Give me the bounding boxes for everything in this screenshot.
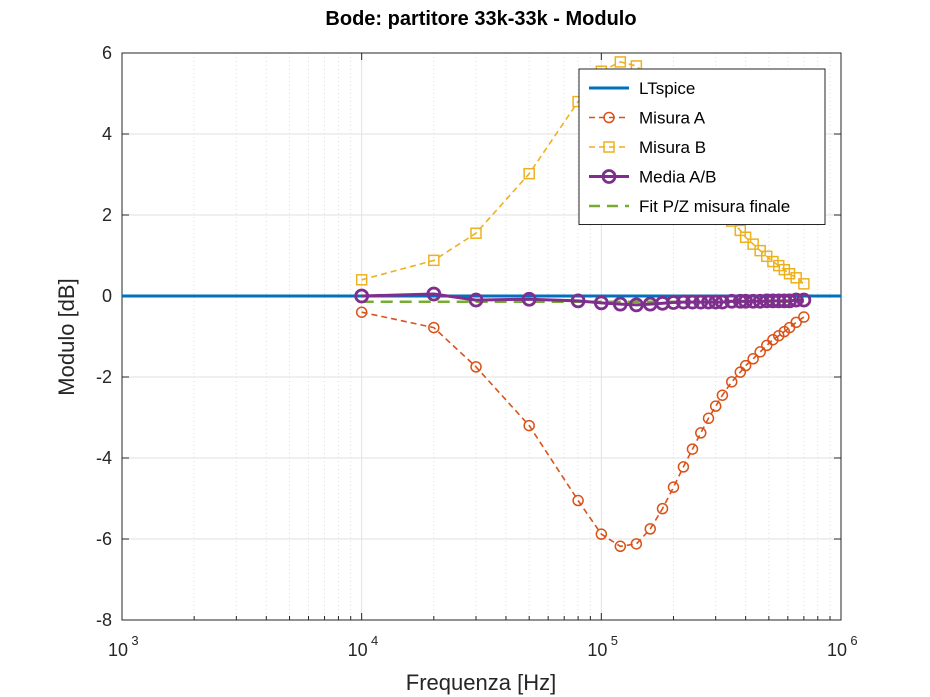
data-point-misura-b (739, 231, 752, 244)
data-point-misura-a (702, 412, 715, 425)
data-point-media-a-b (468, 292, 484, 308)
data-point-media-a-b (676, 294, 691, 310)
data-point-media-a-b (628, 297, 644, 313)
data-point-misura-a (470, 361, 482, 373)
data-point-misura-a (630, 538, 643, 550)
data-point-misura-a (656, 502, 669, 515)
data-point-media-a-b (708, 294, 724, 310)
data-point-misura-a (761, 339, 773, 352)
data-point-media-a-b (354, 288, 370, 304)
data-point-misura-a (695, 427, 707, 439)
series-line-misura-b (361, 61, 805, 285)
y-tick-label: 0 (102, 286, 112, 306)
data-point-misura-a (614, 540, 627, 553)
y-axis-label: Modulo [dB] (54, 278, 79, 395)
data-point-misura-a (739, 359, 752, 372)
legend-label-media-a-b: Media A/B (639, 168, 717, 187)
legend-marker-misura-b (603, 141, 615, 153)
legend-entry-fit-p-z-misura-finale: Fit P/Z misura finale (589, 197, 790, 216)
data-point-media-a-b (685, 294, 700, 310)
y-tick-label: -8 (96, 610, 112, 630)
data-point-media-a-b (788, 292, 804, 308)
data-point-misura-b (523, 167, 535, 180)
legend-label-fit-p-z-misura-finale: Fit P/Z misura finale (639, 197, 790, 216)
y-tick-label: 4 (102, 124, 112, 144)
legend-entry-misura-b: Misura B (589, 138, 706, 157)
legend-entry-misura-a: Misura A (589, 109, 706, 128)
data-point-media-a-b (593, 295, 609, 311)
y-tick-label: 2 (102, 205, 112, 225)
legend-label-misura-b: Misura B (639, 138, 706, 157)
y-tick-label: -4 (96, 448, 112, 468)
x-tick-label-exponent: 4 (371, 633, 378, 648)
series-misura-a (355, 306, 810, 553)
data-point-media-a-b (738, 293, 754, 309)
data-point-misura-b (790, 272, 802, 284)
data-point-media-a-b (715, 294, 730, 310)
data-point-misura-b (783, 267, 796, 280)
data-point-misura-b (767, 255, 779, 268)
data-point-misura-a (709, 400, 722, 412)
data-point-media-a-b (724, 293, 740, 309)
data-point-misura-a (595, 528, 608, 540)
y-tick-label: 6 (102, 43, 112, 63)
data-point-misura-a (677, 461, 690, 473)
data-point-media-a-b (693, 294, 709, 310)
legend-marker-media-a-b (601, 169, 617, 184)
y-tick-label: -2 (96, 367, 112, 387)
data-point-misura-a (667, 481, 680, 493)
data-point-media-a-b (701, 294, 716, 310)
data-point-misura-a (716, 389, 729, 401)
data-point-misura-a (790, 316, 802, 329)
data-point-misura-a (428, 321, 440, 334)
data-point-misura-a (747, 353, 759, 365)
data-point-misura-a (572, 494, 584, 507)
x-tick-label-exponent: 3 (131, 633, 138, 648)
axes-box (121, 52, 842, 621)
legend-label-ltspice: LTspice (639, 79, 695, 98)
data-point-media-a-b (570, 293, 586, 309)
data-point-misura-a (725, 376, 738, 388)
x-axis-label: Frequenza [Hz] (406, 670, 556, 695)
data-point-media-a-b (521, 291, 537, 307)
data-point-misura-b (355, 274, 368, 286)
data-point-misura-a (767, 333, 779, 346)
legend-marker-misura-a (603, 111, 615, 124)
data-point-media-a-b (745, 293, 761, 309)
x-tick-label-exponent: 5 (611, 633, 618, 648)
data-point-misura-a (523, 419, 535, 432)
x-tick-label: 10 (827, 640, 847, 660)
x-tick-label-exponent: 6 (850, 633, 857, 648)
data-point-misura-b (428, 254, 440, 267)
series-line-misura-a (361, 311, 805, 548)
legend-entry-media-a-b: Media A/B (589, 168, 717, 187)
legend: LTspice Misura A Misura B Media A/B Fit P/Z … (578, 68, 826, 225)
data-point-media-a-b (426, 286, 442, 302)
data-point-media-a-b (782, 293, 797, 309)
x-tick-label: 10 (108, 640, 128, 660)
y-tick-label: -6 (96, 529, 112, 549)
x-tick-label: 10 (587, 640, 607, 660)
data-point-misura-a (686, 443, 699, 455)
data-point-misura-b (798, 278, 810, 290)
data-point-misura-a (644, 523, 657, 535)
legend-label-misura-a: Misura A (639, 109, 706, 128)
legend-entry-ltspice: LTspice (589, 79, 695, 98)
chart-title: Bode: partitore 33k-33k - Modulo (325, 8, 636, 30)
series-media-a-b (354, 286, 812, 313)
data-point-misura-a (754, 346, 766, 358)
data-point-misura-a (355, 306, 368, 318)
data-point-media-a-b (666, 295, 681, 310)
data-point-misura-a (798, 311, 810, 323)
data-point-misura-b (470, 227, 482, 239)
x-tick-label: 10 (348, 640, 368, 660)
data-point-media-a-b (612, 296, 628, 312)
data-point-misura-b (747, 238, 759, 250)
data-point-misura-b (614, 56, 627, 68)
data-point-media-a-b (796, 292, 812, 308)
